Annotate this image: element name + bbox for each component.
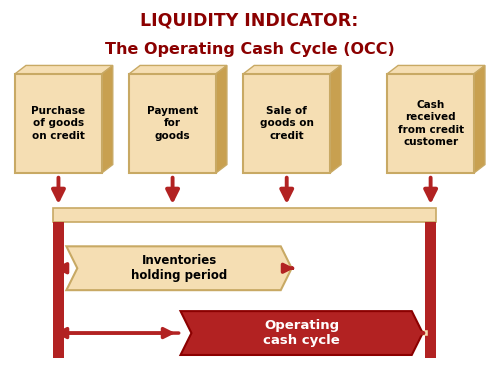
Text: Operating
cash cycle: Operating cash cycle bbox=[263, 319, 340, 347]
Polygon shape bbox=[474, 65, 485, 173]
FancyBboxPatch shape bbox=[53, 222, 64, 358]
FancyBboxPatch shape bbox=[387, 74, 474, 173]
Text: LIQUIDITY INDICATOR:: LIQUIDITY INDICATOR: bbox=[140, 12, 359, 30]
Polygon shape bbox=[330, 65, 341, 173]
FancyBboxPatch shape bbox=[15, 74, 102, 173]
Polygon shape bbox=[15, 65, 113, 74]
FancyBboxPatch shape bbox=[425, 222, 436, 358]
Polygon shape bbox=[102, 65, 113, 173]
Text: Inventories
holding period: Inventories holding period bbox=[131, 254, 227, 282]
Text: Purchase
of goods
on credit: Purchase of goods on credit bbox=[31, 106, 85, 141]
FancyBboxPatch shape bbox=[244, 74, 330, 173]
Text: Payment
for
goods: Payment for goods bbox=[147, 106, 198, 141]
Polygon shape bbox=[244, 65, 341, 74]
Text: Cash
received
from credit
customer: Cash received from credit customer bbox=[398, 100, 464, 147]
Text: Sale of
goods on
credit: Sale of goods on credit bbox=[260, 106, 314, 141]
Text: The Operating Cash Cycle (OCC): The Operating Cash Cycle (OCC) bbox=[105, 41, 394, 56]
Polygon shape bbox=[181, 311, 423, 355]
FancyBboxPatch shape bbox=[53, 208, 436, 222]
Polygon shape bbox=[66, 246, 292, 290]
Polygon shape bbox=[387, 65, 485, 74]
Polygon shape bbox=[129, 65, 227, 74]
FancyBboxPatch shape bbox=[129, 74, 216, 173]
Polygon shape bbox=[216, 65, 227, 173]
